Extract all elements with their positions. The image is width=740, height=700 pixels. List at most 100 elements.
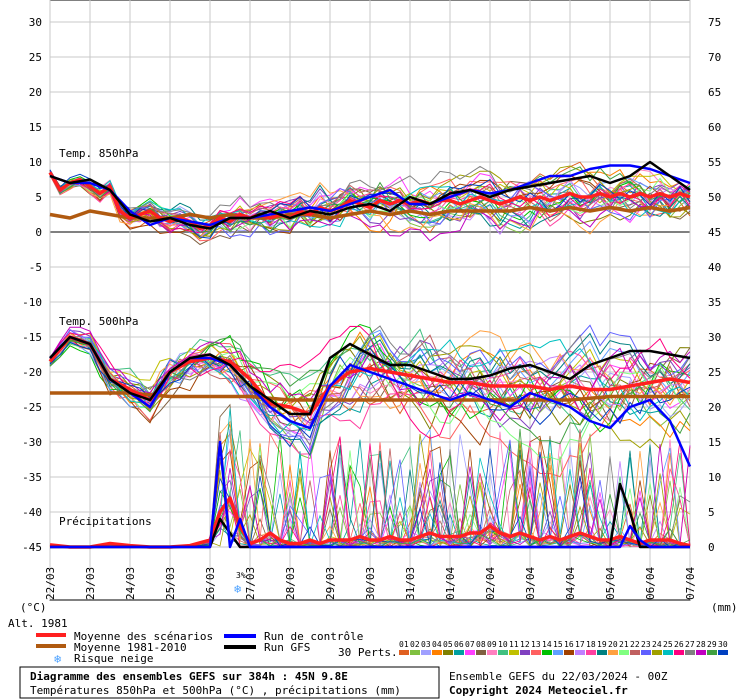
- footer-title-box: [19, 666, 440, 699]
- pert-swatch: [685, 650, 695, 655]
- pert-swatch: [663, 650, 673, 655]
- legend-gfs: Run GFS: [264, 641, 310, 654]
- left-tick-label: -40: [22, 506, 42, 519]
- left-tick-label: 5: [35, 191, 42, 204]
- pert-swatch: [509, 650, 519, 655]
- pert-line-500: [49, 336, 691, 434]
- pert-swatch: [630, 650, 640, 655]
- right-tick-label: 40: [708, 261, 721, 274]
- pert-swatch: [542, 650, 552, 655]
- x-tick-label: 31/03: [404, 567, 417, 600]
- x-tick-label: 29/03: [324, 567, 337, 600]
- left-tick-label: 20: [29, 86, 42, 99]
- x-tick-label: 25/03: [164, 567, 177, 600]
- series-line: [48, 171, 691, 231]
- x-tick-label: 28/03: [284, 567, 297, 600]
- legend-perts-label: 30 Perts.: [338, 646, 398, 659]
- pert-swatch: [674, 650, 684, 655]
- pert-number: 11: [509, 640, 519, 649]
- x-tick-label: 06/04: [644, 567, 657, 600]
- pert-number: 16: [564, 640, 574, 649]
- left-tick-label: 30: [29, 16, 42, 29]
- pert-swatch: [586, 650, 596, 655]
- pert-number: 07: [465, 640, 475, 649]
- footer-subtitle: Températures 850hPa et 500hPa (°C) , pré…: [30, 684, 401, 697]
- left-tick-label: -30: [22, 436, 42, 449]
- left-tick-label: 10: [29, 156, 42, 169]
- left-tick-label: 25: [29, 51, 42, 64]
- pert-number: 25: [663, 640, 673, 649]
- footer-box: Diagramme des ensembles GEFS sur 384h : …: [19, 666, 668, 699]
- pert-swatch: [641, 650, 651, 655]
- pert-swatch: [498, 650, 508, 655]
- pert-line-500: [49, 332, 691, 457]
- x-tick-label: 07/04: [684, 567, 697, 600]
- pert-number: 05: [443, 640, 453, 649]
- legend-mean: Moyenne des scénarios: [74, 630, 213, 643]
- pert-swatch: [531, 650, 541, 655]
- left-tick-label: -5: [29, 261, 42, 274]
- left-tick-label: 0: [35, 226, 42, 239]
- pert-number: 03: [421, 640, 431, 649]
- pert-swatch: [487, 650, 497, 655]
- chart-grid: [49, 0, 691, 601]
- right-tick-label: 75: [708, 16, 721, 29]
- pert-number: 08: [476, 640, 486, 649]
- x-tick-label: 27/03: [244, 567, 257, 600]
- pert-number: 12: [520, 640, 530, 649]
- pert-swatch: [421, 650, 431, 655]
- right-tick-label: 20: [708, 401, 721, 414]
- x-tick-label: 01/04: [444, 567, 457, 600]
- pert-swatch: [564, 650, 574, 655]
- pert-number: 22: [630, 640, 640, 649]
- legend-swatch-control: [224, 634, 256, 638]
- right-tick-label: 15: [708, 436, 721, 449]
- left-tick-label: -35: [22, 471, 42, 484]
- series-line: [49, 164, 691, 227]
- pert-number: 18: [586, 640, 596, 649]
- left-tick-label: 15: [29, 121, 42, 134]
- pert-line-500: [49, 337, 691, 446]
- right-tick-label: 30: [708, 331, 721, 344]
- x-tick-label: 24/03: [124, 567, 137, 600]
- x-tick-label: 04/04: [564, 567, 577, 600]
- pert-line-500: [49, 332, 691, 426]
- perturbation-legend: 01 02 03 04 05 06 07 08 09 10 11 12 13 14 15 16 17 18 19 20…: [399, 640, 728, 655]
- pert-number: 10: [498, 640, 508, 649]
- x-tick-label: 22/03: [44, 567, 57, 600]
- chart-series: [48, 160, 692, 549]
- pert-swatch: [707, 650, 717, 655]
- snowflake-icon: ❄: [234, 582, 241, 596]
- right-tick-label: 65: [708, 86, 721, 99]
- left-tick-label: -45: [22, 541, 42, 554]
- footer-title: Diagramme des ensembles GEFS sur 384h : …: [30, 670, 348, 683]
- snow-risk-marker: 3% ❄: [234, 571, 246, 596]
- pert-number: 13: [531, 640, 541, 649]
- snow-risk-percent: 3%: [236, 571, 246, 580]
- pert-swatch: [553, 650, 563, 655]
- pert-swatch: [432, 650, 442, 655]
- pert-line-500: [49, 325, 691, 447]
- right-axis-unit: (mm): [711, 601, 738, 614]
- series-line: [49, 160, 691, 230]
- altitude-label: Alt. 1981: [8, 617, 68, 630]
- x-tick-label: 02/04: [484, 567, 497, 600]
- pert-number: 30: [718, 640, 728, 649]
- pert-swatch: [575, 650, 585, 655]
- right-tick-label: 60: [708, 121, 721, 134]
- left-tick-label: -20: [22, 366, 42, 379]
- right-tick-label: 5: [708, 506, 715, 519]
- right-tick-label: 10: [708, 471, 721, 484]
- pert-line-500: [49, 343, 691, 427]
- series-line: [49, 335, 692, 468]
- legend-swatch-mean: [36, 633, 66, 637]
- x-tick-label: 05/04: [604, 567, 617, 600]
- pert-swatch: [465, 650, 475, 655]
- pert-number: 29: [707, 640, 717, 649]
- x-tick-label: 30/03: [364, 567, 377, 600]
- right-tick-label: 50: [708, 191, 721, 204]
- right-tick-label: 70: [708, 51, 721, 64]
- pert-line-500: [49, 330, 691, 420]
